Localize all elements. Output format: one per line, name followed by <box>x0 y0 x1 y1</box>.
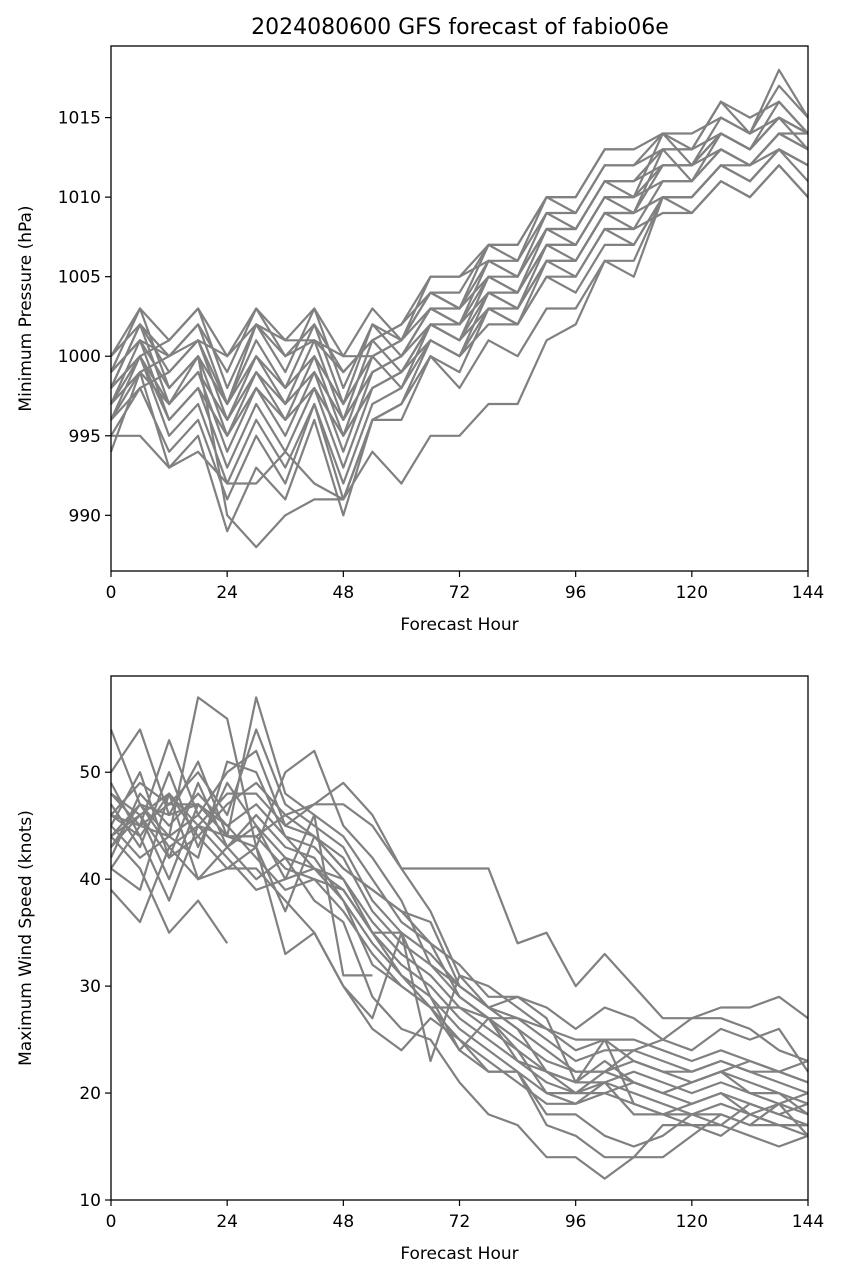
series-line <box>109 116 809 406</box>
y-tick-label: 990 <box>69 506 101 526</box>
y-tick-label: 10 <box>79 1191 101 1211</box>
x-tick-label: 0 <box>106 583 117 603</box>
pressure-panel: 0 24 48 72 96 120 144 990 995 1000 1005 1010 1015 For… <box>16 45 824 635</box>
x-axis-label: Forecast Hour <box>400 615 518 635</box>
y-tick-label: 40 <box>79 870 101 890</box>
series-line <box>110 835 229 944</box>
x-tick-label: 24 <box>216 1212 238 1232</box>
y-tick-label: 1015 <box>58 109 101 129</box>
x-tick-label: 96 <box>565 1212 587 1232</box>
x-tick-label: 144 <box>792 583 824 603</box>
series-line <box>110 132 809 421</box>
y-tick-label: 30 <box>79 977 101 997</box>
y-tick-label: 50 <box>79 763 101 783</box>
x-axis-label: Forecast Hour <box>400 1244 518 1264</box>
y-tick-label: 1005 <box>58 268 101 288</box>
y-axis-label: Minimum Pressure (hPa) <box>16 205 36 411</box>
chart-title: 2024080600 GFS forecast of fabio06e <box>251 15 669 40</box>
x-tick-label: 120 <box>676 1212 708 1232</box>
series-line <box>110 813 373 977</box>
series-line <box>110 782 809 1084</box>
y-tick-label: 20 <box>79 1084 101 1104</box>
series-line <box>110 803 809 1063</box>
x-tick-label: 72 <box>449 1212 471 1232</box>
x-tick-label: 120 <box>676 583 708 603</box>
series-line <box>110 132 808 549</box>
x-tick-label: 48 <box>333 1212 355 1232</box>
wind-speed-panel: 0 24 48 72 96 120 144 10 20 30 40 50 Forecast Hour Ma… <box>16 675 824 1264</box>
y-tick-label: 1000 <box>58 347 101 367</box>
series-line <box>110 148 634 358</box>
x-tick-label: 0 <box>106 1212 117 1232</box>
x-tick-label: 96 <box>565 583 587 603</box>
y-tick-label: 1010 <box>58 188 101 208</box>
y-tick-label: 995 <box>69 427 101 447</box>
y-axis-label: Maximum Wind Speed (knots) <box>16 810 36 1066</box>
series-line <box>110 813 809 1116</box>
x-tick-label: 144 <box>792 1212 824 1232</box>
x-tick-label: 24 <box>216 583 238 603</box>
series-line <box>110 803 809 1116</box>
series-line <box>111 164 809 501</box>
x-tick-label: 48 <box>333 583 355 603</box>
x-tick-label: 72 <box>449 583 471 603</box>
